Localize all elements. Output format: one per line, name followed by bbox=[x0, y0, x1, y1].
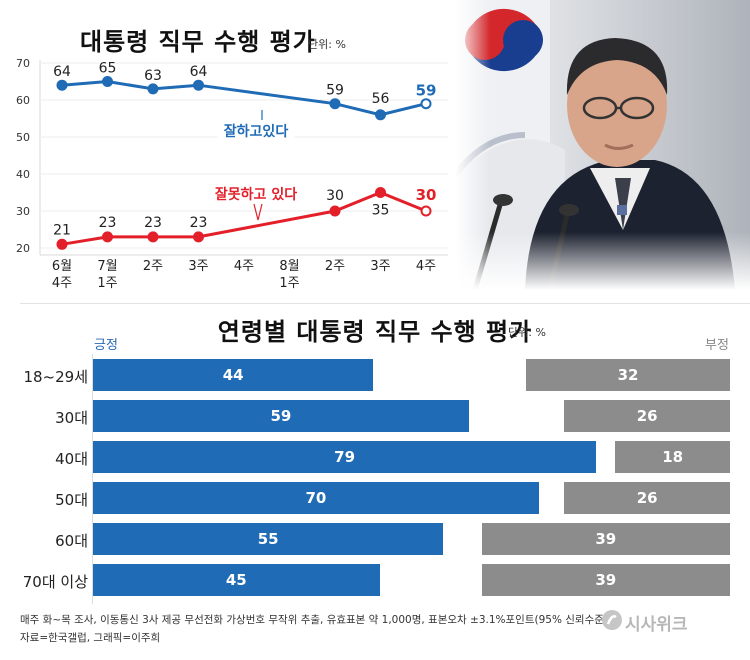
data-label: 64 bbox=[53, 64, 71, 80]
data-label: 64 bbox=[190, 64, 208, 80]
data-label: 23 bbox=[190, 215, 208, 231]
positive-bar: 59 bbox=[93, 400, 469, 432]
data-point bbox=[147, 83, 159, 95]
line-chart-title: 대통령 직무 수행 평가 bbox=[80, 28, 316, 56]
bar-category-label: 50대 bbox=[55, 491, 88, 509]
y-tick-label: 30 bbox=[16, 205, 30, 218]
data-point bbox=[56, 79, 68, 91]
x-tick-label: 2주 bbox=[325, 259, 345, 274]
bar-category-label: 30대 bbox=[55, 409, 88, 427]
callout-pointer bbox=[253, 203, 263, 221]
x-tick-label: 4주 bbox=[52, 276, 72, 291]
y-tick-label: 60 bbox=[16, 94, 30, 107]
positive-legend: 긍정 bbox=[94, 338, 118, 353]
x-tick-label: 6월 bbox=[52, 259, 72, 274]
positive-bar: 45 bbox=[93, 564, 380, 596]
data-point bbox=[193, 231, 204, 243]
y-tick-label: 50 bbox=[16, 131, 30, 144]
data-label: 35 bbox=[372, 203, 390, 219]
data-label: 65 bbox=[99, 61, 117, 77]
section-divider bbox=[20, 303, 750, 304]
bar-category-label: 70대 이상 bbox=[22, 573, 88, 591]
data-point bbox=[147, 231, 159, 243]
data-label: 59 bbox=[326, 83, 344, 99]
negative-bar: 18 bbox=[615, 441, 730, 473]
negative-bar: 26 bbox=[564, 482, 730, 514]
negative-bar: 39 bbox=[481, 523, 730, 555]
line-chart-unit: 단위: % bbox=[308, 38, 346, 51]
bar-chart-title: 연령별 대통령 직무 수행 평가 bbox=[217, 318, 533, 346]
data-label: 30 bbox=[416, 186, 437, 204]
positive-series-label: 잘하고있다 bbox=[224, 123, 289, 140]
data-point bbox=[329, 98, 341, 110]
bar-category-label: 18~29세 bbox=[23, 368, 88, 386]
footnote-source: 자료=한국갤럽, 그래픽=이주희 bbox=[20, 632, 161, 644]
positive-callout: 잘하고있다 bbox=[218, 110, 294, 140]
data-label: 56 bbox=[372, 91, 390, 107]
data-point bbox=[102, 231, 113, 243]
callout-bg bbox=[218, 120, 294, 140]
x-tick-label: 3주 bbox=[188, 259, 208, 274]
data-point bbox=[102, 76, 113, 87]
data-label: 23 bbox=[99, 215, 117, 231]
data-label: 23 bbox=[144, 215, 162, 231]
x-tick-label: 3주 bbox=[370, 259, 390, 274]
x-tick-label: 4주 bbox=[416, 259, 436, 274]
positive-bar: 70 bbox=[93, 482, 539, 514]
negative-bar: 39 bbox=[481, 564, 730, 596]
data-point bbox=[420, 98, 432, 110]
negative-series-label: 잘못하고 있다 bbox=[215, 186, 297, 203]
negative-callout: 잘못하고 있다 bbox=[215, 186, 297, 221]
x-tick-label: 2주 bbox=[143, 259, 163, 274]
data-label: 59 bbox=[416, 82, 437, 100]
data-point bbox=[375, 109, 386, 121]
data-point bbox=[193, 79, 204, 91]
negative-legend: 부정 bbox=[705, 338, 729, 353]
y-tick-label: 70 bbox=[16, 57, 30, 70]
bar-chart-unit: 단위: % bbox=[508, 326, 546, 339]
data-point bbox=[56, 238, 68, 250]
x-tick-label: 8월 bbox=[279, 259, 299, 274]
brand-name: 시사위크 bbox=[625, 615, 688, 635]
data-point bbox=[329, 205, 341, 217]
footnote-method: 매주 화~목 조사, 이동통신 3사 제공 무선전화 가상번호 무작위 추출, … bbox=[20, 614, 608, 626]
negative-bar: 32 bbox=[526, 359, 730, 391]
x-tick-label: 1주 bbox=[279, 276, 299, 291]
positive-bar: 55 bbox=[93, 523, 444, 555]
bar-category-label: 40대 bbox=[55, 450, 88, 468]
positive-bar: 44 bbox=[93, 359, 374, 391]
x-tick-label: 4주 bbox=[234, 259, 254, 274]
bar-category-label: 60대 bbox=[55, 532, 88, 550]
x-tick-label: 7월 bbox=[97, 259, 117, 274]
y-tick-label: 20 bbox=[16, 242, 30, 255]
president-photo bbox=[455, 0, 750, 290]
y-tick-label: 40 bbox=[16, 168, 30, 181]
data-label: 21 bbox=[53, 222, 71, 238]
bar-axis bbox=[92, 354, 93, 604]
data-label: 63 bbox=[144, 68, 162, 84]
negative-bar: 26 bbox=[564, 400, 730, 432]
data-point bbox=[420, 205, 432, 217]
data-label: 30 bbox=[326, 188, 344, 204]
x-tick-label: 1주 bbox=[97, 276, 117, 291]
positive-bar: 79 bbox=[93, 441, 597, 473]
brand-logo-icon bbox=[602, 610, 622, 630]
data-point bbox=[375, 187, 386, 198]
line-chart: 20 30 40 50 60 70 6월 4주 7월 1주 2주 3주 4주 8월 1주 2주 3주 4주 64 65… bbox=[16, 57, 448, 291]
